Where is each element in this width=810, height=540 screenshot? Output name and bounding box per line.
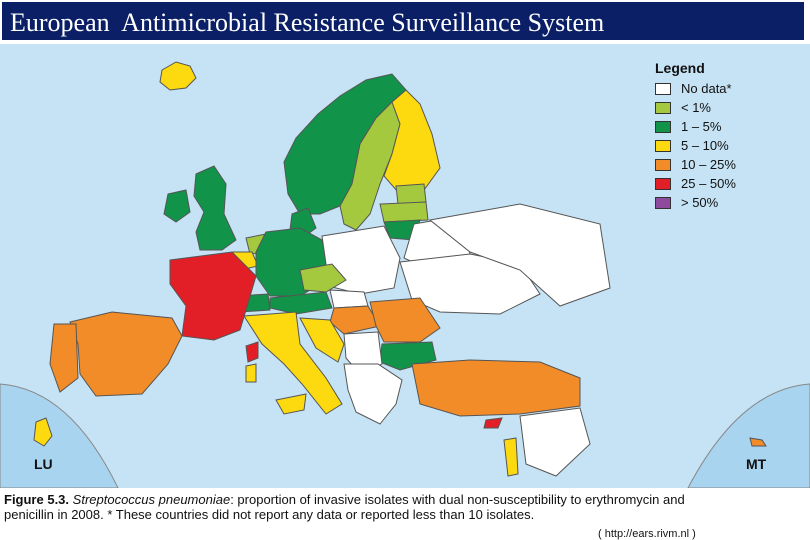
title-bar: European Antimicrobial Resistance Survei… xyxy=(0,0,806,42)
legend-swatch xyxy=(655,177,671,190)
legend-item: 1 – 5% xyxy=(655,118,721,135)
inset-lu-panel xyxy=(0,383,119,489)
legend-label: 25 – 50% xyxy=(681,176,736,191)
region-sicily xyxy=(275,393,307,415)
region-ireland xyxy=(163,189,191,223)
region-france xyxy=(169,251,257,341)
region-greece xyxy=(343,363,403,425)
legend-title: Legend xyxy=(655,60,705,76)
europe-map: LU MT xyxy=(0,44,810,489)
region-czech-republic xyxy=(299,263,347,293)
region-estonia xyxy=(395,183,427,205)
region-slovakia xyxy=(329,289,369,309)
legend-label: > 50% xyxy=(681,195,719,210)
page-title: European Antimicrobial Resistance Survei… xyxy=(10,8,605,37)
legend-swatch xyxy=(655,139,671,152)
region-turkey xyxy=(411,359,581,417)
legend-swatch xyxy=(655,196,671,209)
legend-label: 5 – 10% xyxy=(681,138,729,153)
legend-swatch xyxy=(655,158,671,171)
region-hungary xyxy=(329,305,381,335)
legend-item: < 1% xyxy=(655,99,711,116)
inset-luxembourg xyxy=(33,417,53,447)
region-spain xyxy=(69,311,183,397)
caption-species: Streptococcus pneumoniae xyxy=(72,492,231,507)
region-sweden xyxy=(339,101,401,231)
region-iceland xyxy=(159,61,197,91)
region-united-kingdom xyxy=(193,165,237,251)
legend-item: 10 – 25% xyxy=(655,156,736,173)
region-portugal xyxy=(49,323,79,393)
caption-text-1: : proportion of invasive isolates with d… xyxy=(230,492,685,507)
inset-malta xyxy=(749,437,767,447)
region-latvia xyxy=(379,201,429,223)
legend-label: < 1% xyxy=(681,100,711,115)
inset-label-mt: MT xyxy=(746,456,767,472)
inset-mt-panel xyxy=(687,383,810,489)
legend-swatch xyxy=(655,101,671,114)
legend-swatch xyxy=(655,120,671,133)
legend-swatch xyxy=(655,82,671,95)
legend-label: 1 – 5% xyxy=(681,119,722,134)
figure-caption: Figure 5.3. Streptococcus pneumoniae: pr… xyxy=(4,492,804,522)
legend-item: No data* xyxy=(655,80,732,97)
legend-label: No data* xyxy=(681,81,732,96)
legend-item: 5 – 10% xyxy=(655,137,729,154)
legend-label: 10 – 25% xyxy=(681,157,736,172)
caption-text-2: penicillin in 2008. * These countries di… xyxy=(4,507,535,522)
legend-item: > 50% xyxy=(655,194,718,211)
caption-figure-number: Figure 5.3. xyxy=(4,492,70,507)
region-sardinia xyxy=(245,363,257,383)
region-italy xyxy=(243,311,343,415)
region-cyprus xyxy=(483,417,503,429)
inset-label-lu: LU xyxy=(34,456,53,472)
legend-item: 25 – 50% xyxy=(655,175,736,192)
region-corsica xyxy=(245,341,259,363)
region-croatia xyxy=(299,317,345,363)
region-middle-east xyxy=(519,407,591,477)
map-svg xyxy=(0,44,810,489)
source-link[interactable]: ( http://ears.rivm.nl ) xyxy=(598,528,696,540)
region-israel xyxy=(503,437,519,477)
region-russia xyxy=(428,203,611,307)
